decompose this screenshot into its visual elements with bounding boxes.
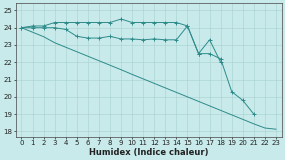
X-axis label: Humidex (Indice chaleur): Humidex (Indice chaleur): [89, 148, 209, 156]
